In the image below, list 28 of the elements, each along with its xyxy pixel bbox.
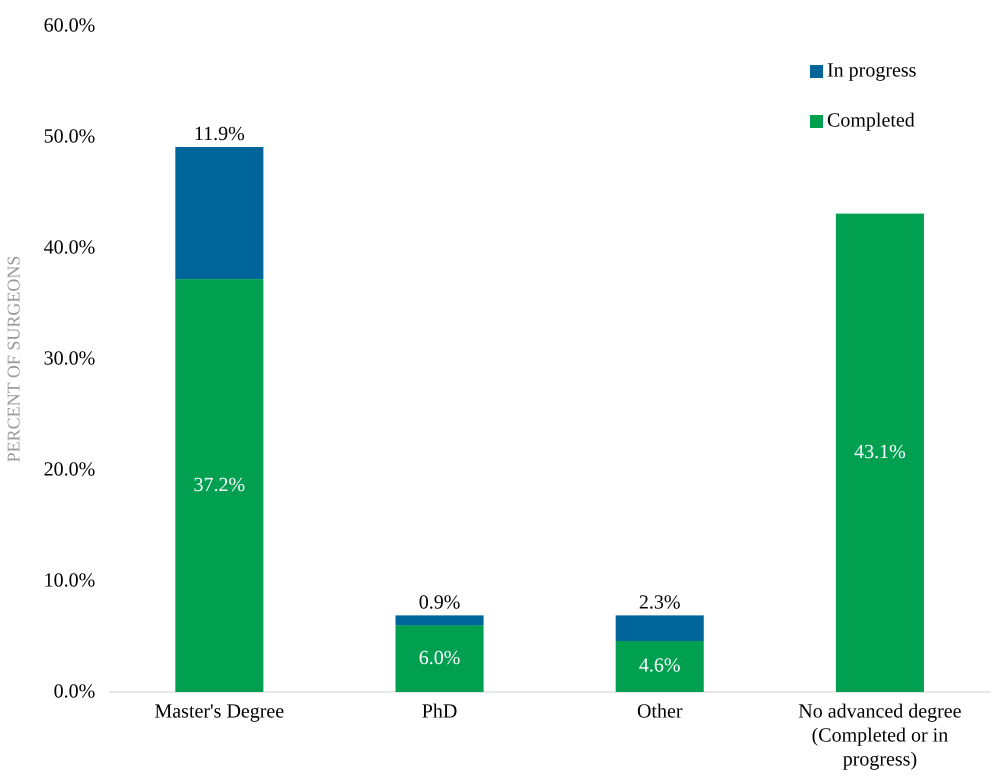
data-label: 4.6% [638,654,681,677]
y-tick-label: 0.0% [54,680,96,702]
x-tick-label: Other [636,700,683,722]
bar [616,615,704,641]
y-tick-label: 10.0% [44,569,96,592]
bar [175,146,264,280]
y-tick-label: 30.0% [44,347,96,370]
data-label: 37.2% [194,474,246,496]
x-tick-label: No advanced degree (Completed or in progress) [798,700,962,770]
bar [616,640,704,692]
y-tick-label: 60.0% [44,14,96,36]
y-tick-label: 20.0% [44,458,96,480]
legend-label: Completed [827,109,915,132]
x-tick-label: PhD [422,700,458,722]
data-label: 0.9% [418,592,460,614]
bar [396,625,484,692]
y-tick-label: 50.0% [44,125,96,148]
data-label: 6.0% [418,646,460,669]
y-axis-title: PERCENT OF SURGEONS [4,256,24,462]
x-tick-label: Master's Degree [154,700,284,722]
bar [175,279,264,692]
data-label: 43.1% [854,441,906,464]
bar [836,214,924,692]
y-tick-label: 40.0% [44,236,96,258]
legend-label: In progress [827,59,917,82]
bar [396,615,484,626]
data-label: 11.9% [194,123,245,146]
data-label: 2.3% [638,592,681,614]
